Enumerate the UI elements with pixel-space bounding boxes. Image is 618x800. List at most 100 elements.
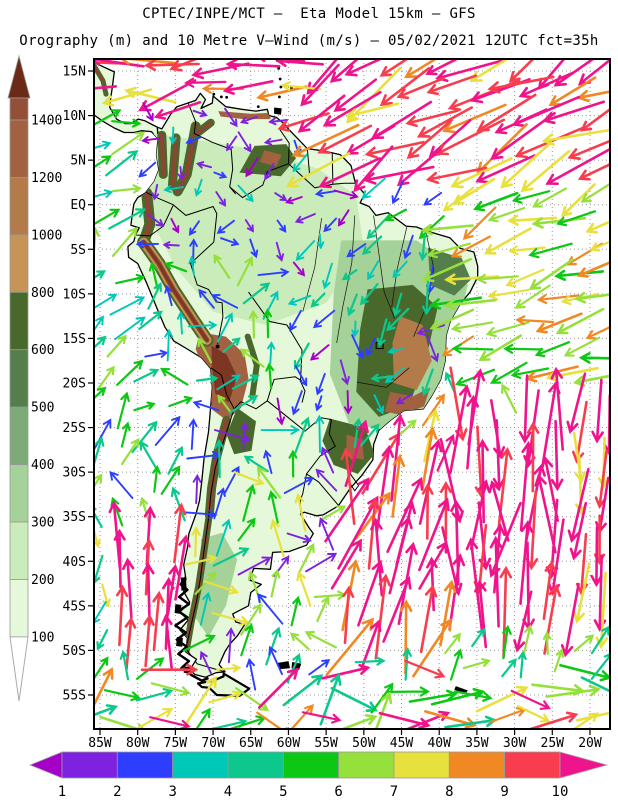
wind-arrow — [320, 446, 335, 474]
wind-arrow — [585, 220, 610, 234]
wind-arrow — [138, 310, 163, 331]
wind-arrow — [142, 561, 155, 626]
wind-arrow — [257, 268, 290, 278]
wind-arrow — [194, 178, 203, 197]
wind-arrow — [550, 419, 564, 492]
wind-arrow — [305, 552, 338, 573]
wind-arrow — [268, 117, 289, 126]
wind-arrow — [462, 206, 497, 240]
wind-arrow — [164, 261, 188, 273]
wind-arrow — [304, 630, 337, 649]
wind-arrow — [488, 480, 510, 542]
state-border — [356, 367, 410, 388]
mountain-ridge — [170, 135, 179, 188]
wind-arrow — [365, 337, 376, 357]
wind-arrow — [442, 103, 507, 134]
wind-arrow — [341, 269, 358, 281]
wind-arrow — [101, 88, 153, 107]
wind-arrow — [419, 584, 438, 654]
wind-arrow — [476, 273, 519, 284]
wind-arrow — [151, 183, 160, 201]
wind-arrow — [473, 191, 519, 212]
wind-arrow — [439, 481, 452, 540]
wind-arrow — [224, 107, 238, 128]
wind-arrow — [501, 383, 518, 414]
lon-tick-label: 55W — [314, 736, 338, 751]
wind-arrow — [499, 565, 513, 659]
wind-arrow — [236, 256, 254, 287]
wind-arrow — [471, 627, 486, 648]
wind-arrow — [490, 361, 528, 384]
terrain-patch — [226, 407, 256, 455]
wind-arrow — [421, 257, 472, 283]
map-frame — [93, 58, 611, 730]
wind-arrow — [366, 214, 391, 240]
wind-arrow — [578, 352, 610, 364]
wind-arrow — [185, 136, 202, 145]
wind-arrow — [508, 59, 535, 83]
lat-tick-label: 40S — [63, 555, 86, 570]
wind-arrow — [518, 650, 527, 679]
wind-arrow — [116, 359, 144, 386]
orography-band — [9, 521, 29, 580]
wind-arrow — [590, 653, 610, 680]
wind-arrow — [260, 425, 301, 435]
wind-arrow — [422, 280, 432, 316]
wind-arrow — [489, 535, 503, 628]
wind-arrow — [242, 282, 271, 305]
wind-arrow — [502, 624, 512, 660]
wind-arrow — [487, 288, 530, 301]
wind-arrow — [94, 85, 118, 90]
wind-arrow — [382, 575, 412, 643]
wind-arrow — [152, 465, 161, 493]
wind-arrow — [170, 486, 186, 522]
wind-arrow — [320, 505, 347, 521]
state-border — [391, 226, 408, 308]
island — [180, 577, 187, 591]
wind-arrow — [373, 394, 385, 415]
wind-arrow — [225, 59, 281, 71]
wind-arrow — [97, 365, 115, 390]
wind-arrow — [217, 394, 232, 413]
wind-arrow — [548, 76, 597, 106]
orography-band — [9, 464, 29, 523]
wind-arrow — [94, 189, 114, 199]
wind-arrow — [513, 590, 533, 653]
wind-arrow — [170, 217, 180, 234]
wind-arrow — [111, 226, 138, 257]
wind-arrow — [188, 220, 200, 236]
wind-arrow — [408, 689, 458, 703]
wind-arrow — [378, 711, 431, 729]
lat-tick-label: 15S — [63, 332, 86, 347]
wind-arrow — [560, 183, 596, 218]
wind-arrow — [420, 223, 474, 236]
wind-arrow — [310, 292, 326, 308]
terrain-layer — [94, 59, 479, 697]
wind-arrow — [119, 59, 177, 65]
wind-arrow — [314, 189, 338, 198]
wind-arrow — [404, 59, 438, 79]
wind-arrow — [347, 293, 358, 317]
wind-scale-label: 6 — [334, 784, 342, 800]
wind-speed-band — [338, 751, 395, 779]
wind-arrow — [340, 447, 356, 525]
wind-arrow — [476, 438, 489, 524]
wind-arrow — [528, 242, 573, 259]
wind-arrow — [345, 102, 400, 120]
wind-arrow — [216, 663, 242, 673]
lat-tick-label: 5N — [70, 154, 86, 169]
wind-arrow — [563, 336, 601, 357]
wind-arrow — [444, 298, 497, 311]
wind-arrow — [154, 415, 181, 446]
wind-arrow — [166, 563, 180, 616]
wind-arrow — [316, 233, 325, 250]
wind-arrow — [246, 657, 257, 691]
wind-arrow — [138, 161, 157, 178]
orography-band — [9, 579, 29, 638]
wind-arrow — [237, 131, 252, 153]
wind-arrow — [240, 623, 254, 657]
island — [176, 637, 183, 647]
wind-arrow — [164, 284, 173, 307]
lat-tick-label: 10S — [63, 287, 86, 302]
wind-arrow — [318, 517, 335, 551]
